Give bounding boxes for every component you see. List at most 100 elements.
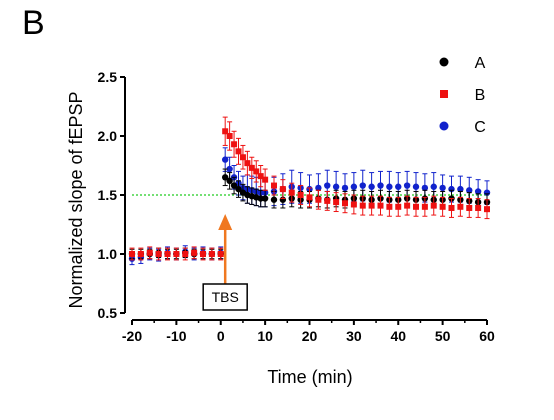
legend-label-B: B	[475, 87, 486, 104]
data-point	[191, 249, 198, 256]
x-tick-label: 30	[346, 328, 362, 344]
data-point	[306, 194, 313, 201]
data-point	[137, 251, 144, 257]
data-point	[430, 202, 437, 209]
data-point	[253, 168, 260, 175]
data-point	[231, 141, 238, 148]
y-tick-label: 0.5	[98, 305, 118, 321]
data-point	[475, 204, 482, 211]
data-point	[448, 204, 455, 211]
data-point	[430, 183, 437, 190]
data-point	[466, 204, 473, 211]
data-point	[466, 187, 473, 194]
data-point	[257, 173, 264, 180]
data-point	[439, 184, 446, 192]
data-point	[230, 182, 238, 189]
data-point	[164, 251, 171, 257]
x-tick-label: 20	[302, 328, 318, 344]
data-point	[386, 183, 393, 190]
data-point	[288, 189, 295, 196]
data-point	[221, 156, 229, 163]
data-point	[484, 206, 490, 213]
y-tick-label: 2.0	[98, 128, 118, 144]
data-point	[257, 195, 264, 202]
data-point	[261, 195, 269, 202]
series-layer	[128, 116, 491, 266]
series-B	[129, 116, 490, 261]
panel-letter: B	[22, 4, 45, 42]
data-point	[324, 182, 331, 189]
data-point	[297, 192, 304, 198]
data-point	[235, 185, 242, 193]
data-point	[457, 185, 464, 193]
data-point	[315, 184, 322, 192]
data-point	[377, 182, 384, 189]
data-point	[413, 203, 419, 210]
data-point	[315, 196, 322, 203]
data-point	[403, 182, 411, 189]
data-point	[239, 154, 246, 161]
data-point	[279, 186, 286, 193]
data-point	[235, 148, 242, 155]
legend: ABC	[439, 55, 486, 136]
y-tick-label: 1.5	[98, 187, 118, 203]
data-point	[333, 199, 340, 206]
data-point	[368, 183, 375, 190]
data-point	[226, 165, 233, 173]
data-point	[377, 202, 384, 209]
y-tick-label: 2.5	[98, 69, 118, 85]
data-point	[129, 251, 135, 257]
data-point	[457, 203, 464, 210]
data-point	[474, 188, 482, 195]
x-tick-label: 10	[257, 328, 273, 344]
x-tick-label: 60	[479, 328, 495, 344]
data-point	[226, 177, 233, 185]
x-tick-label: -20	[122, 328, 142, 344]
data-point	[248, 164, 255, 171]
data-point	[182, 251, 189, 257]
data-point	[244, 160, 251, 167]
legend-marker-C	[439, 121, 449, 131]
data-point	[332, 183, 340, 190]
annotation-layer: TBS	[202, 214, 248, 311]
x-tick-label: -10	[166, 328, 186, 344]
x-axis-title: Time (min)	[267, 367, 352, 387]
data-point	[359, 182, 366, 189]
data-point	[395, 183, 402, 190]
y-tick-label: 1.0	[98, 246, 118, 262]
data-point	[350, 183, 358, 190]
data-point	[173, 251, 180, 257]
legend-marker-A	[439, 57, 449, 67]
data-point	[421, 184, 429, 192]
data-point	[208, 251, 215, 257]
data-point	[412, 183, 420, 190]
data-point	[155, 251, 162, 257]
data-point	[404, 202, 411, 209]
data-point	[324, 197, 331, 204]
data-point	[341, 184, 349, 192]
data-point	[439, 203, 446, 210]
legend-label-A: A	[475, 55, 486, 72]
x-tick-label: 50	[435, 328, 451, 344]
data-point	[368, 202, 375, 209]
data-point	[386, 203, 393, 210]
y-axis-title: Normalized slope of fEPSP	[66, 91, 86, 308]
data-point	[342, 200, 348, 207]
tbs-arrow-head	[218, 214, 233, 230]
data-point	[221, 174, 229, 181]
data-point	[200, 251, 206, 257]
tbs-label: TBS	[212, 289, 239, 305]
data-point	[226, 133, 233, 139]
tbs-box	[202, 283, 248, 311]
data-point	[270, 196, 278, 203]
data-point	[421, 203, 428, 210]
data-point	[350, 201, 357, 208]
data-point	[271, 182, 277, 189]
x-tick-label: 0	[217, 328, 225, 344]
data-point	[217, 251, 224, 257]
legend-label-C: C	[474, 119, 486, 136]
legend-marker-B	[440, 90, 448, 98]
data-point	[222, 128, 229, 135]
axes-layer: 0.5 1.0 1.5 2.0 2.5 -20 -10 0 10 20 30 40 50 60	[98, 69, 495, 344]
